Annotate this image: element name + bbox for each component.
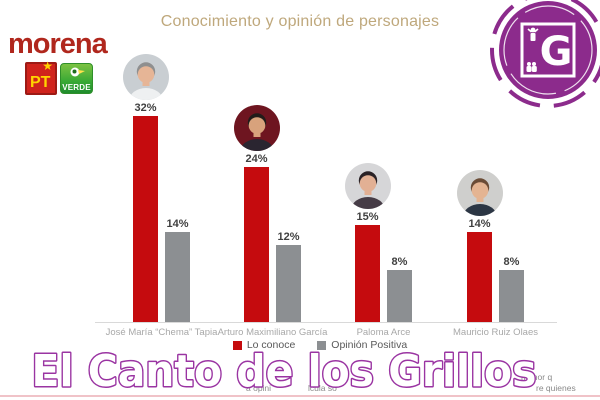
pt-party-logo: ★ PT [25, 59, 57, 95]
x-axis-baseline [95, 322, 557, 323]
category-label: Arturo Maximiliano García [217, 327, 328, 338]
legend-label: Lo conoce [246, 339, 296, 351]
legend-swatch-gray [317, 340, 327, 350]
bar-lo-conoce [355, 225, 380, 322]
category-label: José María “Chema” Tapia [105, 327, 218, 338]
watermark-wordmark: El Canto de los Grillos [30, 345, 538, 399]
value-label-opinion-positiva: 12% [277, 231, 300, 243]
legend-item-lo-conoce: Lo conoce [232, 339, 296, 351]
toucan-icon [70, 67, 85, 77]
g-letter: G [540, 29, 573, 75]
value-label-lo-conoce: 14% [468, 218, 491, 230]
legend-label: Opinión Positiva [331, 339, 408, 351]
value-label-lo-conoce: 24% [245, 153, 268, 165]
category-label: Paloma Arce [356, 327, 411, 338]
star-icon: ★ [42, 59, 53, 73]
value-label-opinion-positiva: 8% [391, 256, 408, 268]
chart-legend: Lo conoce Opinión Positiva [0, 339, 600, 351]
person-photo [233, 105, 280, 151]
person-photo [456, 170, 503, 216]
page-title: Conocimiento y opinión de personajes [160, 13, 440, 30]
bottom-border-line [0, 395, 600, 397]
footnote-fragment: lcula so [308, 383, 337, 393]
morena-logo: morena [8, 28, 108, 60]
verde-label: VERDE [62, 83, 91, 92]
person-photo [344, 163, 391, 209]
value-label-opinion-positiva: 14% [166, 218, 189, 230]
legend-item-opinion-positiva: Opinión Positiva [317, 339, 407, 351]
verde-party-logo: VERDE [60, 63, 93, 94]
value-label-opinion-positiva: 8% [503, 256, 520, 268]
footnote-fragment: a opini [246, 383, 272, 393]
people-group-icon [526, 62, 537, 72]
bar-lo-conoce [244, 167, 269, 322]
bar-opinion-positiva [165, 232, 190, 322]
legend-swatch-red [232, 340, 242, 350]
person-photo [122, 54, 169, 100]
value-label-lo-conoce: 15% [356, 211, 379, 223]
bar-opinion-positiva [276, 245, 301, 322]
category-label: Mauricio Ruiz Olaes [453, 327, 538, 338]
bar-lo-conoce [133, 116, 158, 322]
footnote-fragment: menor q [521, 372, 553, 382]
footnote-fragment: re quienes [536, 383, 576, 393]
station-g-logo-icon: G [490, 0, 600, 108]
person-figure-icon [527, 27, 539, 41]
bar-lo-conoce [467, 232, 492, 322]
value-label-lo-conoce: 32% [134, 102, 157, 114]
bar-opinion-positiva [387, 270, 412, 322]
watermark-text: El Canto de los Grillos [32, 346, 537, 397]
pt-label: PT [30, 74, 51, 91]
bar-opinion-positiva [499, 270, 524, 322]
